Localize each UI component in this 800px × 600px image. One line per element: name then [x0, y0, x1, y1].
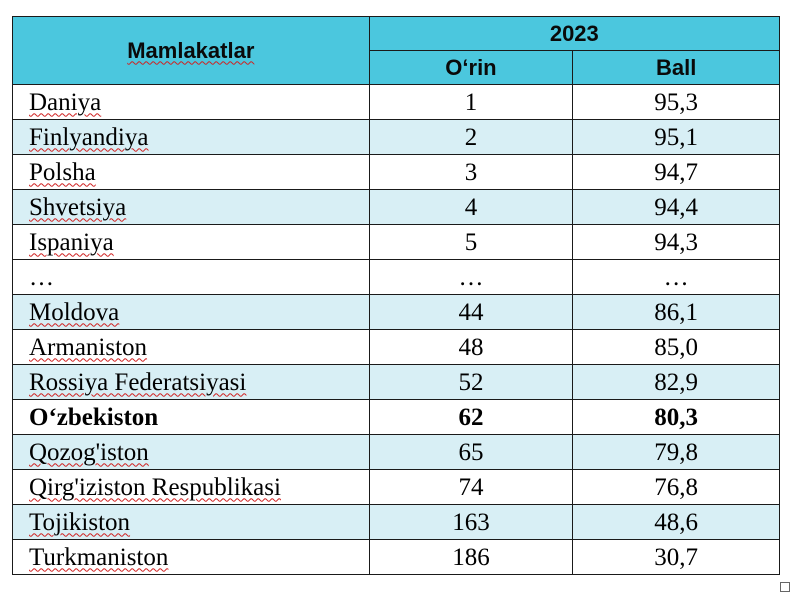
header-score: Ball	[572, 50, 780, 85]
country-name: Tojikiston	[29, 508, 131, 536]
country-name: Armaniston	[29, 333, 148, 361]
score-cell: 30,7	[572, 539, 780, 575]
score-cell: 79,8	[572, 434, 780, 470]
score-cell: 94,7	[572, 154, 780, 190]
rank-cell: 163	[368, 504, 574, 540]
table-row: Finlyandiya 2 95,1	[12, 119, 780, 155]
score-cell: …	[572, 259, 780, 295]
table-row-highlight: O‘zbekiston 62 80,3	[12, 399, 780, 435]
rank-cell: 2	[368, 119, 574, 155]
rank-cell: 74	[368, 469, 574, 505]
rank-cell: …	[368, 259, 574, 295]
score-cell: 95,3	[572, 84, 780, 120]
rank-cell: 186	[368, 539, 574, 575]
score-cell: 82,9	[572, 364, 780, 400]
score-cell: 86,1	[572, 294, 780, 330]
table-row: Rossiya Federatsiyasi 52 82,9	[12, 364, 780, 400]
score-cell: 94,4	[572, 189, 780, 225]
table-row: Shvetsiya 4 94,4	[12, 189, 780, 225]
header-row-top: Mamlakatlar 2023	[12, 16, 781, 85]
header-year: 2023	[368, 16, 781, 51]
rank-cell: 4	[368, 189, 574, 225]
country-name: Turkmaniston	[29, 543, 169, 571]
header-countries: Mamlakatlar	[12, 16, 370, 85]
table-row: Daniya 1 95,3	[12, 84, 780, 120]
table-row: Polsha 3 94,7	[12, 154, 780, 190]
score-cell: 80,3	[572, 399, 780, 435]
rank-cell: 5	[368, 224, 574, 260]
rank-cell: 48	[368, 329, 574, 365]
rank-cell: 65	[368, 434, 574, 470]
rank-cell: 1	[368, 84, 574, 120]
country-name: Rossiya Federatsiyasi	[29, 368, 247, 396]
country-name: Daniya	[29, 88, 102, 116]
ranking-table: Mamlakatlar 2023 O‘rin Ball Daniya 1 95,…	[12, 16, 781, 575]
country-name: Qozog'iston	[29, 438, 149, 466]
table-resize-handle[interactable]	[780, 582, 790, 592]
score-cell: 76,8	[572, 469, 780, 505]
country-name: Moldova	[29, 298, 120, 326]
score-cell: 85,0	[572, 329, 780, 365]
table-row-ellipsis: … … …	[12, 259, 780, 295]
table-row: Armaniston 48 85,0	[12, 329, 780, 365]
header-row-sub: O‘rin Ball	[13, 50, 780, 85]
score-cell: 94,3	[572, 224, 780, 260]
header-rank: O‘rin	[368, 50, 574, 85]
score-cell: 48,6	[572, 504, 780, 540]
table-row: Turkmaniston 186 30,7	[12, 539, 780, 575]
table-row: Qirg'iziston Respublikasi 74 76,8	[12, 469, 780, 505]
table-row: Moldova 44 86,1	[12, 294, 780, 330]
table-row: Ispaniya 5 94,3	[12, 224, 780, 260]
country-name: Qirg'iziston Respublikasi	[29, 473, 281, 501]
score-cell: 95,1	[572, 119, 780, 155]
table-row: Qozog'iston 65 79,8	[12, 434, 780, 470]
country-name: O‘zbekiston	[12, 399, 370, 435]
country-name: Finlyandiya	[29, 123, 149, 151]
country-name: Shvetsiya	[29, 193, 127, 221]
rank-cell: 52	[368, 364, 574, 400]
rank-cell: 62	[368, 399, 574, 435]
rank-cell: 44	[368, 294, 574, 330]
rank-cell: 3	[368, 154, 574, 190]
country-name: Ispaniya	[29, 228, 114, 256]
country-name: Polsha	[29, 158, 96, 186]
table-row: Tojikiston 163 48,6	[12, 504, 780, 540]
country-name: …	[12, 259, 370, 295]
